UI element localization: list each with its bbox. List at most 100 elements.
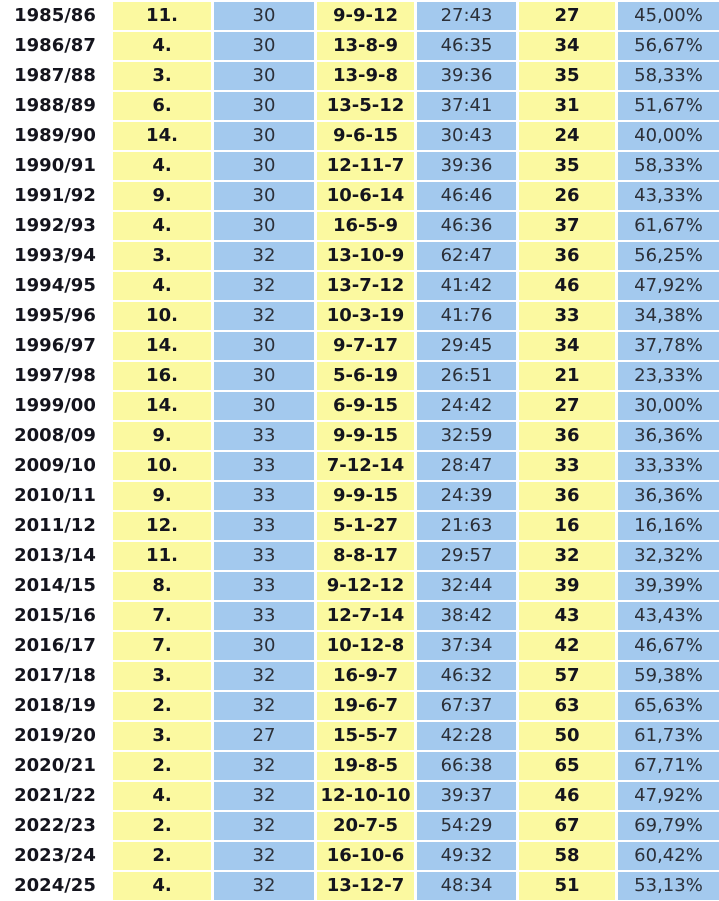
games-cell: 30 <box>214 2 314 30</box>
percentage-cell: 67,71% <box>618 752 719 780</box>
record-cell: 16-5-9 <box>317 212 414 240</box>
percentage-cell: 39,39% <box>618 572 719 600</box>
record-cell: 13-7-12 <box>317 272 414 300</box>
position-cell: 4. <box>113 152 211 180</box>
goals-cell: 49:32 <box>417 842 516 870</box>
season-cell: 1994/95 <box>0 272 110 300</box>
record-cell: 20-7-5 <box>317 812 414 840</box>
season-cell: 2018/19 <box>0 692 110 720</box>
position-cell: 12. <box>113 512 211 540</box>
games-cell: 33 <box>214 572 314 600</box>
record-cell: 16-9-7 <box>317 662 414 690</box>
record-cell: 13-12-7 <box>317 872 414 900</box>
percentage-cell: 61,67% <box>618 212 719 240</box>
percentage-cell: 56,67% <box>618 32 719 60</box>
goals-cell: 24:42 <box>417 392 516 420</box>
position-cell: 14. <box>113 332 211 360</box>
position-cell: 8. <box>113 572 211 600</box>
percentage-cell: 40,00% <box>618 122 719 150</box>
season-cell: 2016/17 <box>0 632 110 660</box>
record-cell: 10-3-19 <box>317 302 414 330</box>
games-cell: 32 <box>214 782 314 810</box>
goals-cell: 39:36 <box>417 152 516 180</box>
record-cell: 12-11-7 <box>317 152 414 180</box>
record-cell: 10-12-8 <box>317 632 414 660</box>
goals-cell: 30:43 <box>417 122 516 150</box>
games-cell: 33 <box>214 482 314 510</box>
record-cell: 9-12-12 <box>317 572 414 600</box>
season-cell: 1989/90 <box>0 122 110 150</box>
season-cell: 1996/97 <box>0 332 110 360</box>
games-cell: 33 <box>214 602 314 630</box>
points-cell: 50 <box>519 722 615 750</box>
goals-cell: 32:44 <box>417 572 516 600</box>
percentage-cell: 53,13% <box>618 872 719 900</box>
points-cell: 36 <box>519 482 615 510</box>
position-cell: 14. <box>113 122 211 150</box>
position-cell: 10. <box>113 452 211 480</box>
position-cell: 2. <box>113 692 211 720</box>
games-cell: 30 <box>214 362 314 390</box>
goals-cell: 27:43 <box>417 2 516 30</box>
record-cell: 12-10-10 <box>317 782 414 810</box>
games-cell: 30 <box>214 92 314 120</box>
record-cell: 13-8-9 <box>317 32 414 60</box>
goals-cell: 37:34 <box>417 632 516 660</box>
record-cell: 10-6-14 <box>317 182 414 210</box>
percentage-cell: 46,67% <box>618 632 719 660</box>
goals-cell: 29:57 <box>417 542 516 570</box>
position-cell: 4. <box>113 212 211 240</box>
games-cell: 32 <box>214 812 314 840</box>
goals-cell: 41:76 <box>417 302 516 330</box>
position-cell: 7. <box>113 602 211 630</box>
position-cell: 7. <box>113 632 211 660</box>
games-cell: 32 <box>214 302 314 330</box>
points-cell: 43 <box>519 602 615 630</box>
percentage-cell: 30,00% <box>618 392 719 420</box>
games-cell: 32 <box>214 752 314 780</box>
position-cell: 3. <box>113 722 211 750</box>
goals-cell: 46:46 <box>417 182 516 210</box>
goals-cell: 67:37 <box>417 692 516 720</box>
points-cell: 63 <box>519 692 615 720</box>
season-cell: 1988/89 <box>0 92 110 120</box>
points-cell: 51 <box>519 872 615 900</box>
percentage-cell: 58,33% <box>618 152 719 180</box>
games-cell: 30 <box>214 392 314 420</box>
games-cell: 27 <box>214 722 314 750</box>
points-cell: 46 <box>519 782 615 810</box>
percentage-cell: 65,63% <box>618 692 719 720</box>
percentage-cell: 16,16% <box>618 512 719 540</box>
games-cell: 30 <box>214 122 314 150</box>
season-cell: 2013/14 <box>0 542 110 570</box>
season-cell: 1985/86 <box>0 2 110 30</box>
percentage-cell: 58,33% <box>618 62 719 90</box>
position-cell: 4. <box>113 872 211 900</box>
goals-cell: 39:36 <box>417 62 516 90</box>
goals-cell: 38:42 <box>417 602 516 630</box>
goals-cell: 62:47 <box>417 242 516 270</box>
points-cell: 35 <box>519 62 615 90</box>
record-cell: 5-1-27 <box>317 512 414 540</box>
points-cell: 27 <box>519 2 615 30</box>
season-cell: 1987/88 <box>0 62 110 90</box>
points-cell: 57 <box>519 662 615 690</box>
goals-cell: 42:28 <box>417 722 516 750</box>
position-cell: 3. <box>113 242 211 270</box>
percentage-cell: 56,25% <box>618 242 719 270</box>
points-cell: 46 <box>519 272 615 300</box>
points-cell: 42 <box>519 632 615 660</box>
season-cell: 1995/96 <box>0 302 110 330</box>
games-cell: 32 <box>214 242 314 270</box>
points-cell: 58 <box>519 842 615 870</box>
season-cell: 2014/15 <box>0 572 110 600</box>
percentage-cell: 59,38% <box>618 662 719 690</box>
points-cell: 33 <box>519 302 615 330</box>
games-cell: 32 <box>214 872 314 900</box>
percentage-cell: 23,33% <box>618 362 719 390</box>
percentage-cell: 60,42% <box>618 842 719 870</box>
position-cell: 4. <box>113 32 211 60</box>
points-cell: 26 <box>519 182 615 210</box>
games-cell: 32 <box>214 272 314 300</box>
record-cell: 16-10-6 <box>317 842 414 870</box>
